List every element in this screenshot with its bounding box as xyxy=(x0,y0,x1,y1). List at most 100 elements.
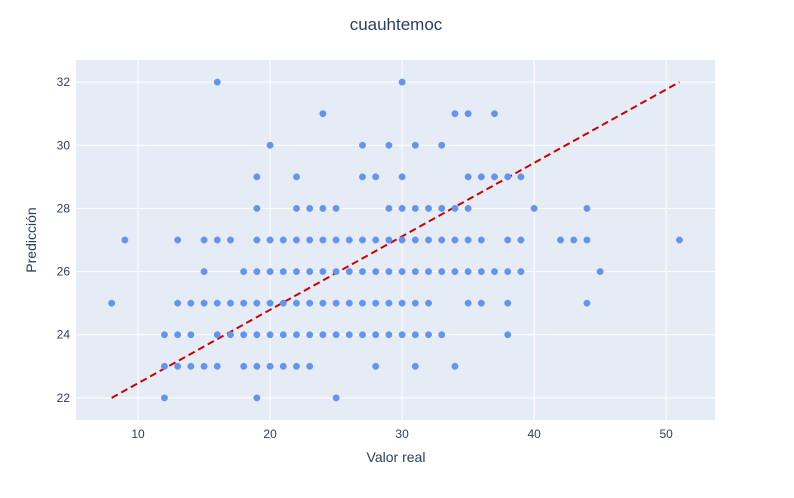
data-point xyxy=(253,236,261,244)
chart-title: cuauhtemoc xyxy=(350,15,443,34)
data-point xyxy=(411,236,419,244)
y-axis-title: Predicción xyxy=(23,207,39,272)
data-point xyxy=(517,173,525,181)
data-point xyxy=(345,331,353,339)
data-point xyxy=(266,268,274,276)
data-point xyxy=(332,236,340,244)
data-point xyxy=(213,362,221,370)
data-point xyxy=(121,236,129,244)
data-point xyxy=(306,299,314,307)
data-point xyxy=(332,268,340,276)
data-point xyxy=(200,299,208,307)
data-point xyxy=(398,204,406,212)
data-point xyxy=(491,173,498,181)
data-point xyxy=(517,268,525,276)
data-point xyxy=(411,204,419,212)
data-point xyxy=(253,268,261,276)
data-point xyxy=(425,331,432,339)
data-point xyxy=(491,268,498,276)
data-point xyxy=(253,173,261,181)
data-point xyxy=(187,362,195,370)
data-point xyxy=(359,236,366,244)
data-point xyxy=(279,299,287,307)
data-point xyxy=(227,299,234,307)
data-point xyxy=(293,204,300,212)
data-point xyxy=(332,394,340,402)
data-point xyxy=(345,268,353,276)
data-point xyxy=(372,236,380,244)
data-point xyxy=(227,331,234,339)
data-point xyxy=(372,362,380,370)
y-tick-label: 26 xyxy=(57,265,71,279)
data-point xyxy=(425,268,432,276)
data-point xyxy=(504,299,512,307)
data-point xyxy=(306,331,314,339)
data-point xyxy=(583,204,591,212)
data-point xyxy=(438,204,446,212)
data-point xyxy=(161,362,168,370)
data-point xyxy=(583,299,591,307)
data-point xyxy=(425,236,432,244)
data-point xyxy=(398,78,406,86)
data-point xyxy=(451,110,459,118)
data-point xyxy=(253,362,261,370)
data-point xyxy=(213,299,221,307)
data-point xyxy=(359,331,366,339)
data-point xyxy=(411,362,419,370)
data-point xyxy=(200,236,208,244)
data-point xyxy=(451,236,459,244)
data-point xyxy=(240,331,248,339)
data-point xyxy=(464,110,472,118)
data-point xyxy=(345,236,353,244)
data-point xyxy=(293,236,300,244)
y-tick-label: 28 xyxy=(57,201,71,215)
data-point xyxy=(174,299,182,307)
data-point xyxy=(438,268,446,276)
data-point xyxy=(227,236,234,244)
data-point xyxy=(596,268,604,276)
data-point xyxy=(504,268,512,276)
data-point xyxy=(438,236,446,244)
data-point xyxy=(359,268,366,276)
data-point xyxy=(319,110,327,118)
data-point xyxy=(477,268,485,276)
data-point xyxy=(359,173,366,181)
data-point xyxy=(425,204,432,212)
data-point xyxy=(464,299,472,307)
data-point xyxy=(385,236,393,244)
data-point xyxy=(213,236,221,244)
data-point xyxy=(464,173,472,181)
data-point xyxy=(504,236,512,244)
data-point xyxy=(174,362,182,370)
data-point xyxy=(359,141,366,149)
data-point xyxy=(306,268,314,276)
data-point xyxy=(411,268,419,276)
data-point xyxy=(253,299,261,307)
data-point xyxy=(319,236,327,244)
data-point xyxy=(530,204,538,212)
data-point xyxy=(675,236,683,244)
data-point xyxy=(240,299,248,307)
data-point xyxy=(477,173,485,181)
x-tick-label: 10 xyxy=(131,427,145,441)
grid-lines xyxy=(76,60,715,420)
data-point xyxy=(319,331,327,339)
data-point xyxy=(253,394,261,402)
x-axis-title: Valor real xyxy=(367,449,426,465)
data-point xyxy=(293,362,300,370)
data-point xyxy=(438,331,446,339)
data-point xyxy=(266,141,274,149)
data-point xyxy=(279,236,287,244)
data-point xyxy=(253,331,261,339)
data-point xyxy=(372,331,380,339)
data-point xyxy=(279,268,287,276)
data-point xyxy=(451,362,459,370)
data-point xyxy=(279,362,287,370)
data-point xyxy=(293,299,300,307)
data-point xyxy=(108,299,116,307)
data-point xyxy=(477,299,485,307)
data-point xyxy=(583,236,591,244)
data-point xyxy=(332,331,340,339)
data-point xyxy=(174,236,182,244)
